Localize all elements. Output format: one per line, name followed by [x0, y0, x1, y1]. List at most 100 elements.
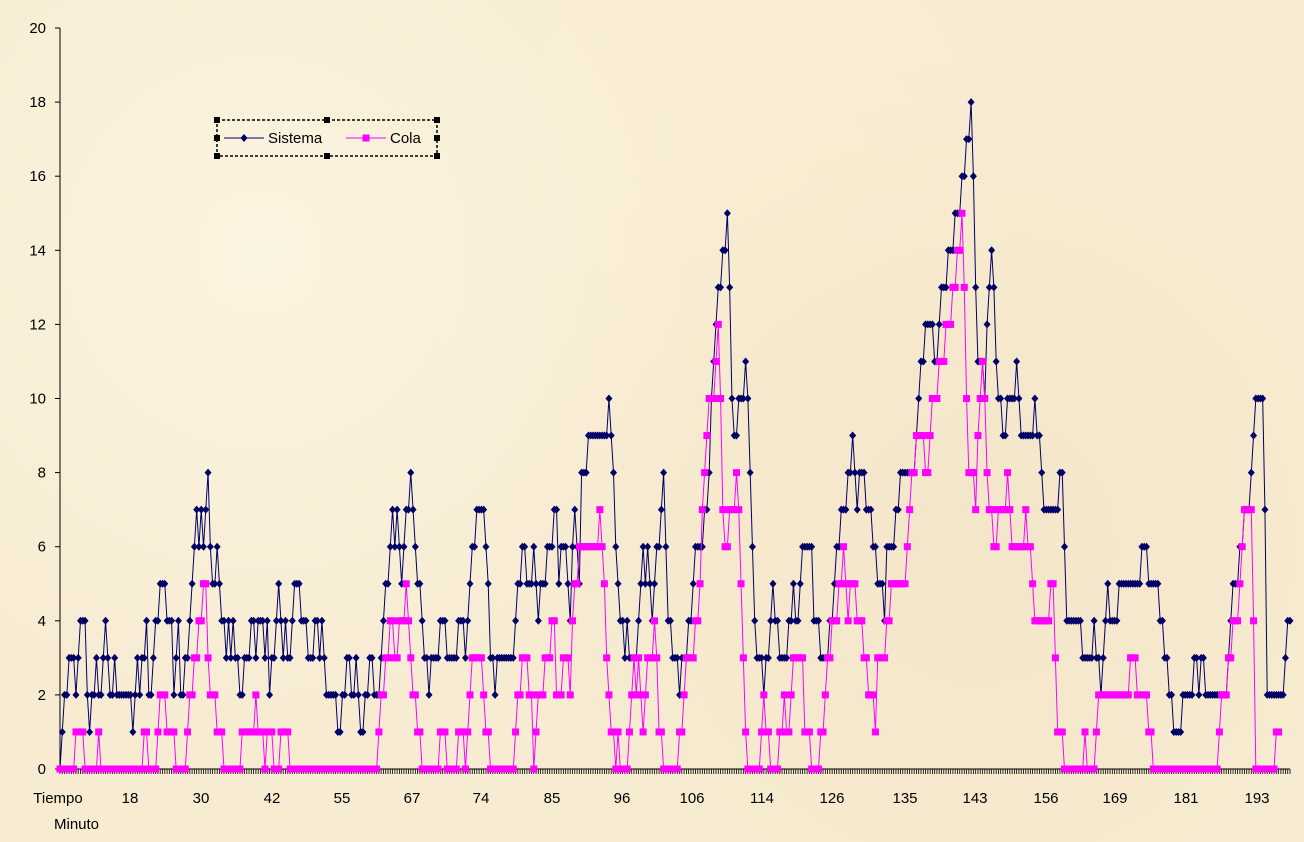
data-point	[170, 690, 178, 699]
data-point	[1168, 690, 1176, 699]
data-point	[573, 580, 581, 588]
data-point	[903, 543, 911, 551]
data-point	[651, 579, 658, 588]
x-tick-label: Tiempo	[33, 790, 82, 807]
data-point	[594, 543, 602, 551]
data-point	[635, 616, 643, 625]
legend-handle	[214, 153, 220, 159]
data-point	[1227, 654, 1235, 662]
data-point	[400, 617, 408, 625]
data-point	[569, 542, 576, 551]
data-point	[466, 691, 474, 699]
data-point	[915, 394, 923, 403]
data-point	[174, 616, 182, 625]
data-point	[1158, 616, 1166, 625]
data-point	[1250, 431, 1258, 440]
data-point	[639, 728, 647, 736]
data-point	[384, 654, 392, 662]
data-point	[783, 653, 791, 662]
data-point	[143, 728, 151, 736]
data-point	[452, 653, 460, 662]
data-point	[261, 653, 269, 662]
data-point	[603, 431, 611, 440]
data-point	[92, 653, 100, 662]
data-point	[840, 543, 848, 551]
data-point	[434, 765, 442, 773]
data-point	[72, 690, 80, 699]
data-point	[582, 468, 590, 477]
data-point	[275, 579, 283, 588]
data-point	[569, 617, 576, 625]
data-point	[787, 691, 795, 699]
data-point	[976, 395, 984, 402]
data-point	[389, 617, 397, 625]
data-point	[796, 579, 804, 588]
data-point	[919, 432, 927, 440]
data-point	[202, 580, 210, 588]
data-point	[933, 395, 941, 402]
data-point	[354, 690, 362, 699]
data-point	[491, 690, 499, 699]
data-point	[799, 654, 807, 662]
data-point	[220, 616, 228, 625]
data-point	[530, 765, 538, 773]
data-point	[748, 542, 756, 551]
data-point	[222, 653, 230, 662]
data-point	[605, 394, 613, 403]
data-point	[1143, 691, 1150, 699]
data-point	[482, 542, 490, 551]
data-point	[648, 654, 656, 662]
data-point	[313, 616, 321, 625]
data-point	[102, 616, 110, 625]
data-point	[416, 728, 424, 736]
data-point	[689, 654, 697, 662]
data-point	[1001, 431, 1009, 440]
data-point	[184, 653, 192, 662]
data-point	[279, 653, 287, 662]
data-point	[653, 654, 661, 662]
legend[interactable]: Sistema Cola	[214, 117, 440, 159]
data-point	[263, 616, 271, 625]
data-point	[719, 506, 727, 514]
data-point	[375, 728, 383, 736]
data-point	[997, 394, 1005, 403]
data-point	[714, 320, 722, 328]
data-point	[143, 616, 151, 625]
x-tick-label: 126	[819, 790, 844, 807]
data-point	[1061, 542, 1068, 551]
data-point	[108, 690, 116, 699]
data-point	[477, 654, 485, 662]
y-tick-label: 10	[29, 391, 46, 408]
y-tick-label: 8	[38, 465, 46, 482]
data-point	[1236, 580, 1244, 588]
data-point	[1049, 580, 1057, 588]
data-point	[992, 543, 1000, 551]
data-point	[81, 616, 89, 625]
data-point	[564, 654, 572, 662]
data-point	[400, 542, 408, 551]
data-point	[70, 765, 78, 773]
data-point	[225, 616, 233, 625]
data-point	[268, 728, 276, 736]
data-point	[252, 653, 260, 662]
data-point	[717, 283, 725, 292]
data-point	[1247, 468, 1255, 477]
data-point	[104, 653, 112, 662]
data-point	[379, 691, 387, 699]
data-point	[678, 728, 686, 736]
data-point	[181, 765, 189, 773]
data-point	[721, 246, 729, 255]
data-point	[170, 728, 178, 736]
x-tick-label: 18	[122, 790, 139, 807]
data-point	[637, 579, 645, 588]
data-point	[755, 765, 763, 773]
data-point	[386, 542, 394, 551]
data-point	[528, 579, 535, 588]
data-point	[1079, 765, 1087, 773]
data-point	[698, 506, 706, 514]
data-point	[466, 579, 474, 588]
data-point	[202, 505, 210, 514]
data-point	[539, 691, 547, 699]
data-point	[869, 691, 877, 699]
